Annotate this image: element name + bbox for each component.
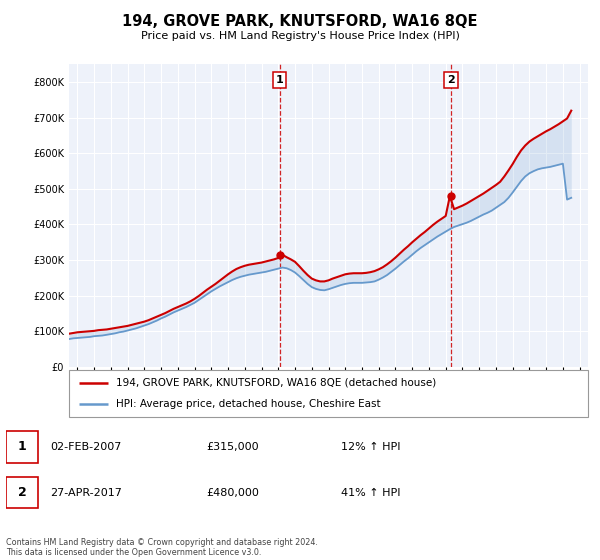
Text: 2: 2 (18, 486, 26, 499)
Text: 12% ↑ HPI: 12% ↑ HPI (341, 442, 401, 452)
Text: 194, GROVE PARK, KNUTSFORD, WA16 8QE (detached house): 194, GROVE PARK, KNUTSFORD, WA16 8QE (de… (116, 378, 436, 388)
Text: HPI: Average price, detached house, Cheshire East: HPI: Average price, detached house, Ches… (116, 399, 380, 409)
FancyBboxPatch shape (69, 370, 588, 417)
Text: 02-FEB-2007: 02-FEB-2007 (50, 442, 121, 452)
Text: 194, GROVE PARK, KNUTSFORD, WA16 8QE: 194, GROVE PARK, KNUTSFORD, WA16 8QE (122, 14, 478, 29)
Text: 41% ↑ HPI: 41% ↑ HPI (341, 488, 401, 498)
Text: Price paid vs. HM Land Registry's House Price Index (HPI): Price paid vs. HM Land Registry's House … (140, 31, 460, 41)
Text: 27-APR-2017: 27-APR-2017 (50, 488, 122, 498)
Text: Contains HM Land Registry data © Crown copyright and database right 2024.
This d: Contains HM Land Registry data © Crown c… (6, 538, 318, 557)
FancyBboxPatch shape (6, 477, 38, 508)
Text: 1: 1 (276, 75, 284, 85)
Text: £315,000: £315,000 (206, 442, 259, 452)
FancyBboxPatch shape (6, 431, 38, 463)
Text: 1: 1 (18, 440, 26, 454)
Text: 2: 2 (447, 75, 455, 85)
Text: £480,000: £480,000 (206, 488, 259, 498)
